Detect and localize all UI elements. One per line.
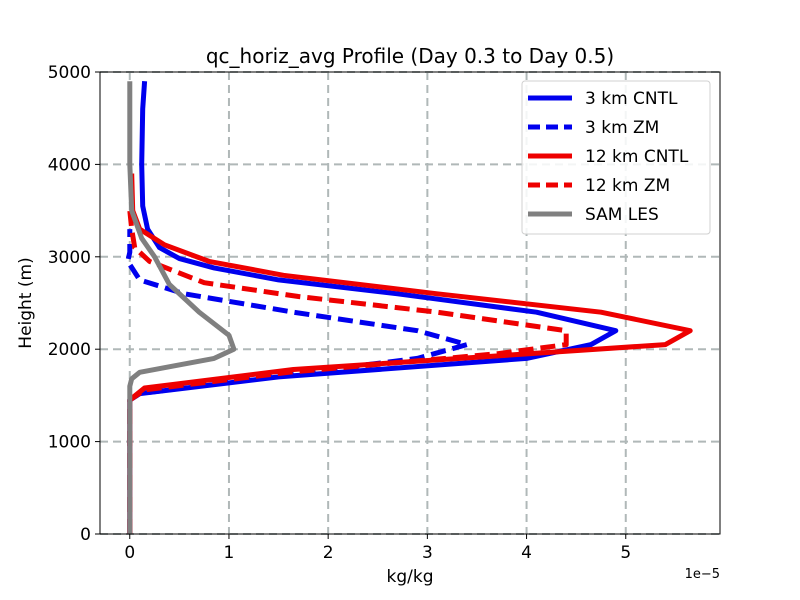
x-tick-label: 2: [323, 543, 334, 563]
y-tick-label: 1000: [48, 433, 91, 453]
series-line-sam-les: [127, 81, 237, 534]
legend: 3 km CNTL 3 km ZM 12 km CNTL 12 km ZM SAM LE…: [521, 80, 711, 235]
y-axis-ticks: 0 1000 2000 3000 4000 5000: [48, 63, 100, 545]
series-line-12-km-zm: [127, 210, 569, 534]
x-tick-label: 3: [422, 543, 433, 563]
series-lines: [125, 81, 693, 534]
legend-label: 3 km ZM: [585, 118, 659, 138]
y-tick-label: 3000: [48, 248, 91, 268]
x-tick-label: 0: [124, 543, 135, 563]
x-tick-label: 4: [521, 543, 532, 563]
plot-frame: [99, 71, 721, 535]
x-axis-label: kg/kg: [387, 567, 434, 587]
y-tick-label: 5000: [48, 63, 91, 83]
legend-label: SAM LES: [585, 205, 659, 225]
x-axis-offset-label: 1e−5: [685, 567, 720, 582]
x-axis-ticks: 0 1 2 3 4 5: [124, 534, 631, 563]
chart-title: qc_horiz_avg Profile (Day 0.3 to Day 0.5…: [206, 44, 614, 68]
y-tick-label: 4000: [48, 155, 91, 175]
x-tick-label: 5: [620, 543, 631, 563]
legend-label: 12 km CNTL: [585, 147, 689, 167]
legend-box: [521, 80, 711, 235]
legend-label: 3 km CNTL: [585, 89, 678, 109]
y-tick-label: 2000: [48, 340, 91, 360]
y-axis-label: Height (m): [16, 257, 36, 348]
y-tick-label: 0: [80, 525, 91, 545]
legend-label: 12 km ZM: [585, 176, 670, 196]
x-tick-label: 1: [224, 543, 235, 563]
series-line-3-km-cntl: [127, 81, 619, 534]
